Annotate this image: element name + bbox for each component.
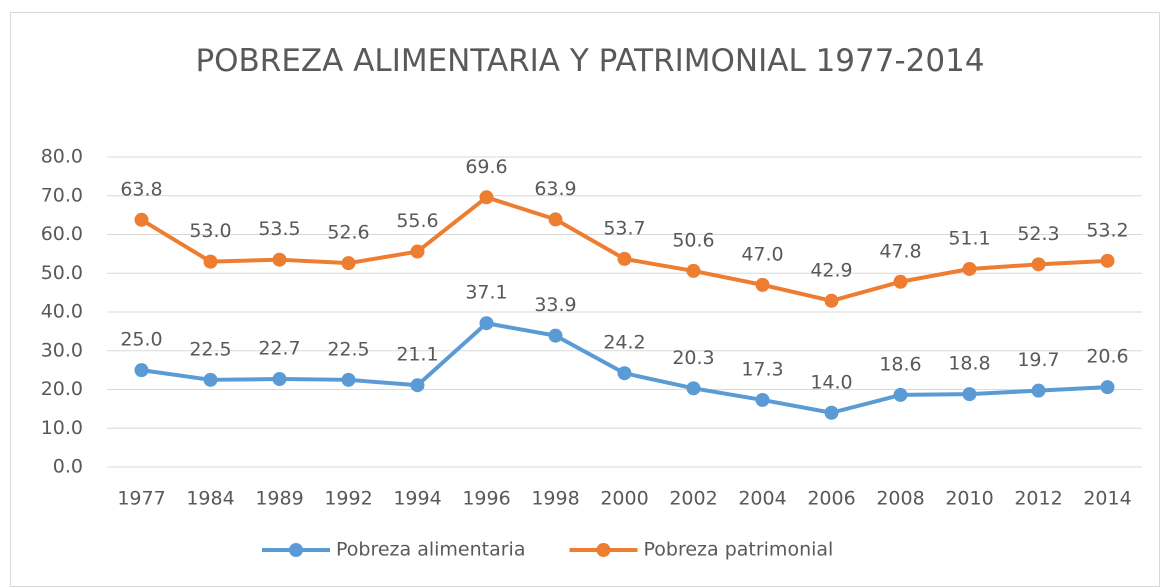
x-tick-label: 1996 (462, 488, 510, 510)
point (410, 244, 425, 259)
point (479, 190, 494, 205)
point (893, 274, 908, 289)
data-label: 52.3 (1017, 223, 1059, 245)
data-label: 21.1 (396, 344, 438, 366)
data-label: 63.9 (534, 178, 576, 200)
point (272, 252, 287, 267)
data-label: 52.6 (327, 222, 369, 244)
x-tick-label: 2000 (600, 488, 648, 510)
x-tick-label: 1992 (324, 488, 372, 510)
point (134, 212, 149, 227)
point (686, 263, 701, 278)
x-tick-label: 1984 (186, 488, 234, 510)
data-label: 53.0 (189, 220, 231, 242)
chart-title: POBREZA ALIMENTARIA Y PATRIMONIAL 1977-2… (195, 43, 985, 79)
x-tick-label: 2004 (738, 488, 786, 510)
x-tick-label: 2010 (945, 488, 993, 510)
data-label: 69.6 (465, 156, 507, 178)
x-tick-label: 2014 (1083, 488, 1131, 510)
y-tick-label: 10.0 (41, 417, 83, 439)
x-tick-label: 1977 (117, 488, 165, 510)
x-tick-label: 1994 (393, 488, 441, 510)
y-tick-label: 60.0 (41, 223, 83, 245)
data-label: 47.0 (741, 243, 783, 265)
data-label: 18.6 (879, 353, 921, 375)
legend-marker (289, 543, 303, 557)
x-tick-label: 2008 (876, 488, 924, 510)
legend-marker (596, 543, 611, 557)
point (341, 256, 356, 271)
data-label: 24.2 (603, 332, 645, 354)
data-label: 42.9 (810, 259, 852, 281)
point (479, 316, 494, 331)
data-label: 53.7 (603, 217, 645, 239)
point (1031, 257, 1046, 272)
data-label: 22.5 (327, 338, 369, 360)
point (272, 372, 287, 387)
point (1100, 253, 1115, 268)
x-tick-label: 2012 (1014, 488, 1062, 510)
point (962, 261, 977, 276)
point (617, 366, 632, 381)
point (548, 328, 563, 343)
data-label: 18.8 (948, 353, 990, 375)
point (410, 378, 425, 393)
data-label: 22.7 (258, 338, 300, 360)
data-label: 37.1 (465, 282, 507, 304)
point (617, 251, 632, 266)
data-label: 47.8 (879, 240, 921, 262)
point (203, 372, 218, 387)
x-tick-label: 1998 (531, 488, 579, 510)
x-tick-label: 2006 (807, 488, 855, 510)
point (962, 387, 977, 402)
point (203, 254, 218, 269)
data-label: 63.8 (120, 178, 162, 200)
data-label: 19.7 (1017, 349, 1059, 371)
x-tick-label: 2002 (669, 488, 717, 510)
y-tick-label: 80.0 (41, 146, 83, 168)
y-tick-label: 20.0 (41, 378, 83, 400)
point (824, 405, 839, 420)
data-label: 33.9 (534, 294, 576, 316)
x-tick-label: 1989 (255, 488, 303, 510)
point (1031, 383, 1046, 398)
data-label: 55.6 (396, 210, 438, 232)
y-tick-label: 30.0 (41, 339, 83, 361)
point (341, 372, 356, 387)
data-label: 53.5 (258, 218, 300, 240)
data-label: 17.3 (741, 358, 783, 380)
data-label: 51.1 (948, 227, 990, 249)
y-tick-label: 40.0 (41, 301, 83, 323)
point (1100, 380, 1115, 395)
data-label: 25.0 (120, 329, 162, 351)
data-label: 14.0 (810, 371, 852, 393)
point (548, 212, 563, 227)
data-label: 22.5 (189, 338, 231, 360)
y-tick-label: 50.0 (41, 262, 83, 284)
y-tick-label: 0.0 (53, 456, 83, 478)
data-label: 20.3 (672, 347, 714, 369)
legend-label: Pobreza alimentaria (336, 539, 525, 561)
data-label: 20.6 (1086, 346, 1128, 368)
data-label: 53.2 (1086, 219, 1128, 241)
point (686, 381, 701, 396)
point (824, 293, 839, 308)
point (893, 387, 908, 402)
point (755, 392, 770, 407)
point (755, 277, 770, 292)
y-tick-label: 70.0 (41, 184, 83, 206)
legend-label: Pobreza patrimonial (643, 539, 833, 561)
data-label: 50.6 (672, 229, 714, 251)
point (134, 363, 149, 378)
